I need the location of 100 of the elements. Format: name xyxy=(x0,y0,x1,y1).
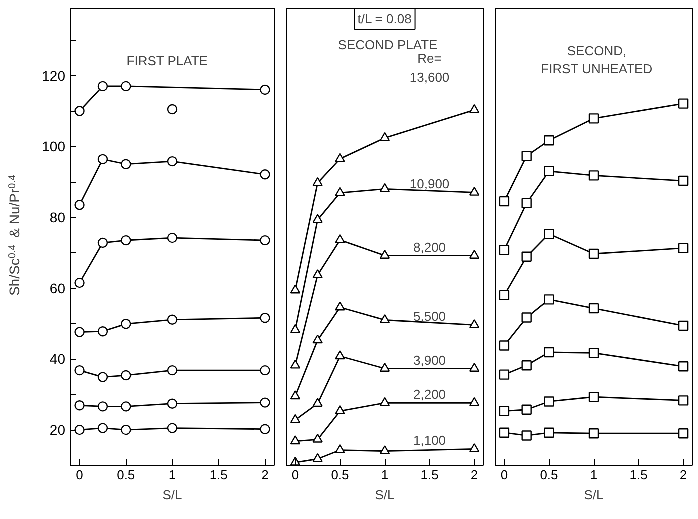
point xyxy=(678,362,689,372)
point xyxy=(380,250,390,259)
series-label: 1,100 xyxy=(414,433,446,448)
point xyxy=(167,156,178,167)
x-tick-label: 0.5 xyxy=(540,468,558,482)
series-label: 2,200 xyxy=(414,387,446,402)
point xyxy=(380,362,390,372)
x-tick-label: 0 xyxy=(76,468,84,482)
point xyxy=(380,183,390,192)
point xyxy=(260,235,270,246)
series-label: 8,200 xyxy=(414,240,446,255)
x-tick-label: 0 xyxy=(500,468,508,482)
point xyxy=(335,153,346,162)
point xyxy=(335,406,346,414)
point xyxy=(544,229,554,240)
point xyxy=(74,424,85,436)
point xyxy=(678,176,689,186)
point xyxy=(499,196,510,207)
point xyxy=(167,398,178,409)
point xyxy=(312,453,323,462)
point xyxy=(544,136,554,146)
point xyxy=(380,397,390,406)
point xyxy=(335,234,346,244)
point xyxy=(260,365,270,376)
y-tick-label: 80 xyxy=(50,210,66,226)
point xyxy=(290,414,301,424)
point xyxy=(260,84,270,96)
point xyxy=(74,200,85,210)
x-tick-label: 1 xyxy=(168,468,176,482)
point xyxy=(74,106,85,116)
point xyxy=(312,214,323,224)
point xyxy=(335,302,346,311)
point xyxy=(588,348,600,358)
point xyxy=(121,424,132,436)
point xyxy=(335,187,346,196)
point xyxy=(588,392,600,402)
point xyxy=(522,404,532,415)
point xyxy=(499,245,510,256)
point xyxy=(121,235,132,246)
point xyxy=(74,400,85,411)
point xyxy=(499,370,510,380)
point xyxy=(544,347,554,358)
point xyxy=(380,132,390,142)
point xyxy=(98,402,108,412)
point xyxy=(469,319,480,328)
point xyxy=(469,104,480,114)
point xyxy=(499,406,510,416)
point xyxy=(469,186,480,196)
point xyxy=(544,166,554,177)
point xyxy=(588,114,600,124)
point xyxy=(335,350,346,360)
point xyxy=(260,170,270,180)
point xyxy=(74,278,85,288)
y-tick-label: 60 xyxy=(50,280,66,296)
point xyxy=(588,170,600,181)
x-tick-label: 1.5 xyxy=(210,468,228,482)
point xyxy=(260,313,270,324)
x-tick-label: 0 xyxy=(292,468,300,482)
annotation: Re= xyxy=(418,51,442,66)
x-tick-label: 1 xyxy=(590,468,598,482)
y-axis-title: Sh/Sc0.4 & Nu/Pr0.4 xyxy=(6,174,22,296)
point xyxy=(678,320,689,332)
point xyxy=(522,151,532,162)
point xyxy=(678,98,689,109)
point xyxy=(98,326,108,337)
point xyxy=(98,154,108,165)
point xyxy=(167,423,178,434)
text: SECOND PLATE xyxy=(338,38,438,52)
x-tick-label: 2 xyxy=(680,468,688,482)
point xyxy=(469,397,480,406)
point xyxy=(469,362,480,372)
y-tick-label: 120 xyxy=(42,68,66,84)
series-label: 3,900 xyxy=(414,352,446,368)
x-axis-title: S/L xyxy=(375,488,395,502)
point xyxy=(312,398,323,408)
point xyxy=(312,269,323,278)
point xyxy=(121,81,132,92)
point xyxy=(499,290,510,301)
point xyxy=(167,104,178,115)
series-label: 10,900 xyxy=(410,176,450,192)
point xyxy=(588,303,600,314)
point xyxy=(290,390,301,400)
point xyxy=(522,252,532,262)
point xyxy=(469,250,480,259)
point xyxy=(469,443,480,452)
x-tick-label: 1 xyxy=(381,468,389,482)
x-axis-title: S/L xyxy=(584,488,604,502)
point xyxy=(335,444,346,454)
point xyxy=(167,232,178,244)
point xyxy=(522,198,532,208)
point xyxy=(74,365,85,376)
point xyxy=(312,334,323,344)
text: SECOND, FIRST UNHEATED xyxy=(541,44,653,76)
x-tick-label: 2 xyxy=(262,468,269,482)
point xyxy=(499,340,510,351)
point xyxy=(167,314,178,325)
x-tick-label: 0.5 xyxy=(117,468,136,482)
point xyxy=(98,372,108,382)
point xyxy=(499,428,510,438)
point xyxy=(121,402,132,412)
